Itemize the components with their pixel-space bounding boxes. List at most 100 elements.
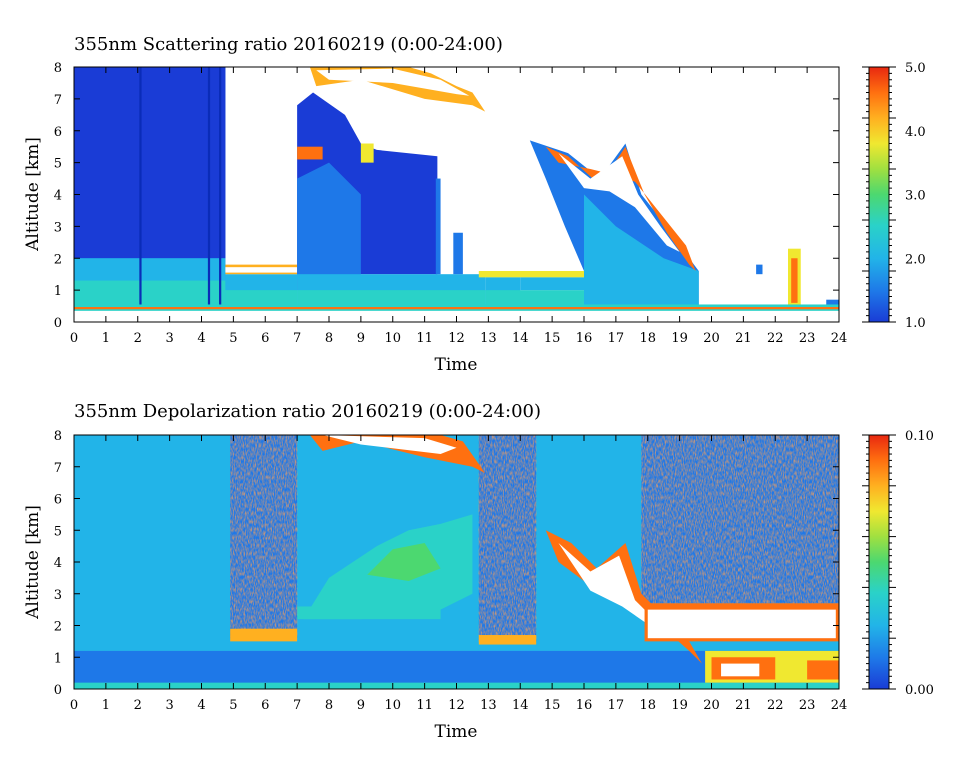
y-tick-label: 4	[54, 189, 62, 204]
y-tick-label: 0	[54, 683, 62, 698]
x-tick-label: 17	[608, 698, 625, 713]
dark-streak	[139, 67, 142, 307]
colorbar-label: 5.0	[905, 61, 926, 76]
scattering-ratio-panel: 355nm Scattering ratio 20160219 (0:00-24…	[23, 34, 926, 375]
x-tick-label: 2	[134, 331, 142, 346]
heatmap-cell	[297, 290, 486, 307]
low-layer-edge	[230, 628, 298, 642]
y-tick-label: 5	[54, 157, 62, 172]
near-ground-core	[807, 660, 839, 680]
y-axis: 0 1 2 3 4 5 6 7 8	[54, 61, 839, 331]
near-ground-white	[721, 663, 760, 677]
y-tick-label: 3	[54, 220, 62, 235]
x-axis-label: Time	[435, 722, 478, 742]
x-tick-label: 15	[544, 331, 561, 346]
x-tick-label: 21	[735, 698, 752, 713]
y-tick-label: 6	[54, 125, 62, 140]
small-cloud	[756, 264, 763, 275]
x-tick-label: 11	[416, 698, 433, 713]
x-tick-label: 5	[229, 698, 237, 713]
heatmap-region	[297, 162, 361, 291]
x-tick-label: 22	[767, 331, 784, 346]
x-tick-label: 13	[480, 698, 497, 713]
x-tick-label: 9	[357, 698, 365, 713]
x-tick-label: 21	[735, 331, 752, 346]
y-tick-label: 3	[54, 588, 62, 603]
x-tick-label: 7	[293, 698, 301, 713]
colorbar-label: 4.0	[905, 125, 926, 140]
x-tick-label: 0	[70, 331, 78, 346]
x-tick-label: 11	[416, 331, 433, 346]
x-tick-label: 20	[703, 331, 720, 346]
dark-streak	[219, 67, 222, 307]
heatmap-cell	[520, 277, 584, 291]
y-tick-label: 7	[54, 93, 62, 108]
cirrus-core	[322, 435, 457, 455]
heatmap-area	[74, 67, 839, 311]
x-tick-label: 19	[671, 331, 688, 346]
x-tick-label: 22	[767, 698, 784, 713]
x-tick-label: 23	[799, 698, 816, 713]
x-tick-label: 18	[639, 698, 656, 713]
x-tick-label: 5	[229, 331, 237, 346]
x-tick-label: 14	[512, 331, 529, 346]
x-tick-label: 14	[512, 698, 529, 713]
y-tick-label: 1	[54, 284, 62, 299]
ground-line	[74, 307, 839, 310]
noise-texture	[230, 435, 298, 639]
colorbar-gradient	[868, 434, 890, 690]
x-tick-label: 15	[544, 698, 561, 713]
x-tick-label: 10	[384, 331, 401, 346]
y-tick-label: 5	[54, 524, 62, 539]
cloud-column-core	[791, 258, 798, 303]
cloud-core	[225, 267, 298, 273]
depolarization-ratio-panel: 355nm Depolarization ratio 20160219 (0:0…	[23, 401, 934, 742]
x-tick-label: 1	[102, 331, 110, 346]
x-tick-label: 0	[70, 698, 78, 713]
heatmap-area	[74, 435, 839, 689]
noise-texture	[641, 435, 839, 604]
dark-streak	[207, 67, 211, 307]
heatmap-cell	[74, 280, 226, 307]
cloud-blob	[360, 143, 374, 163]
y-tick-label: 0	[54, 316, 62, 331]
x-tick-label: 3	[165, 698, 173, 713]
x-tick-label: 9	[357, 331, 365, 346]
x-tick-label: 4	[197, 698, 205, 713]
y-axis-label: Altitude [km]	[23, 137, 43, 252]
low-cloud-core	[647, 609, 836, 639]
x-tick-label: 4	[197, 331, 205, 346]
x-tick-label: 3	[165, 331, 173, 346]
x-tick-label: 18	[639, 331, 656, 346]
colorbar-label: 3.0	[905, 189, 926, 204]
chart-title: 355nm Scattering ratio 20160219 (0:00-24…	[74, 34, 503, 55]
slanted-cloud-core	[558, 153, 680, 252]
heatmap-region	[584, 194, 699, 307]
y-tick-label: 2	[54, 620, 62, 635]
y-tick-label: 8	[54, 429, 62, 444]
streak	[453, 232, 463, 275]
x-tick-label: 24	[831, 698, 848, 713]
colorbar: 1.0 2.0 3.0 4.0 5.0	[862, 61, 926, 331]
x-tick-label: 10	[384, 698, 401, 713]
streak	[435, 178, 441, 275]
chart-title: 355nm Depolarization ratio 20160219 (0:0…	[74, 401, 541, 422]
colorbar-label: 1.0	[905, 316, 926, 331]
x-axis: 0 1 2 3 4 5 6 7 8 9 10 11 12 13 14 15 16 17 18 19 20 21 22 23 24	[70, 435, 847, 713]
colorbar-label: 0.00	[905, 683, 934, 698]
y-tick-label: 8	[54, 61, 62, 76]
y-axis-label: Altitude [km]	[23, 505, 43, 620]
y-tick-label: 7	[54, 461, 62, 476]
cloud-blob	[297, 146, 323, 160]
x-tick-label: 20	[703, 698, 720, 713]
colorbar: 0.00 0.10	[862, 429, 934, 698]
y-axis: 0 1 2 3 4 5 6 7 8	[54, 429, 839, 698]
x-axis-label: Time	[435, 355, 478, 375]
x-tick-label: 17	[608, 331, 625, 346]
heatmap-cell	[74, 67, 226, 259]
x-axis: 0 1 2 3 4 5 6 7 8 9 10 11 12 13 14 15 16 17 18 19 20 21 22 23 24	[70, 67, 847, 346]
x-tick-label: 6	[261, 698, 269, 713]
colorbar-label: 2.0	[905, 252, 926, 267]
x-tick-label: 23	[799, 331, 816, 346]
